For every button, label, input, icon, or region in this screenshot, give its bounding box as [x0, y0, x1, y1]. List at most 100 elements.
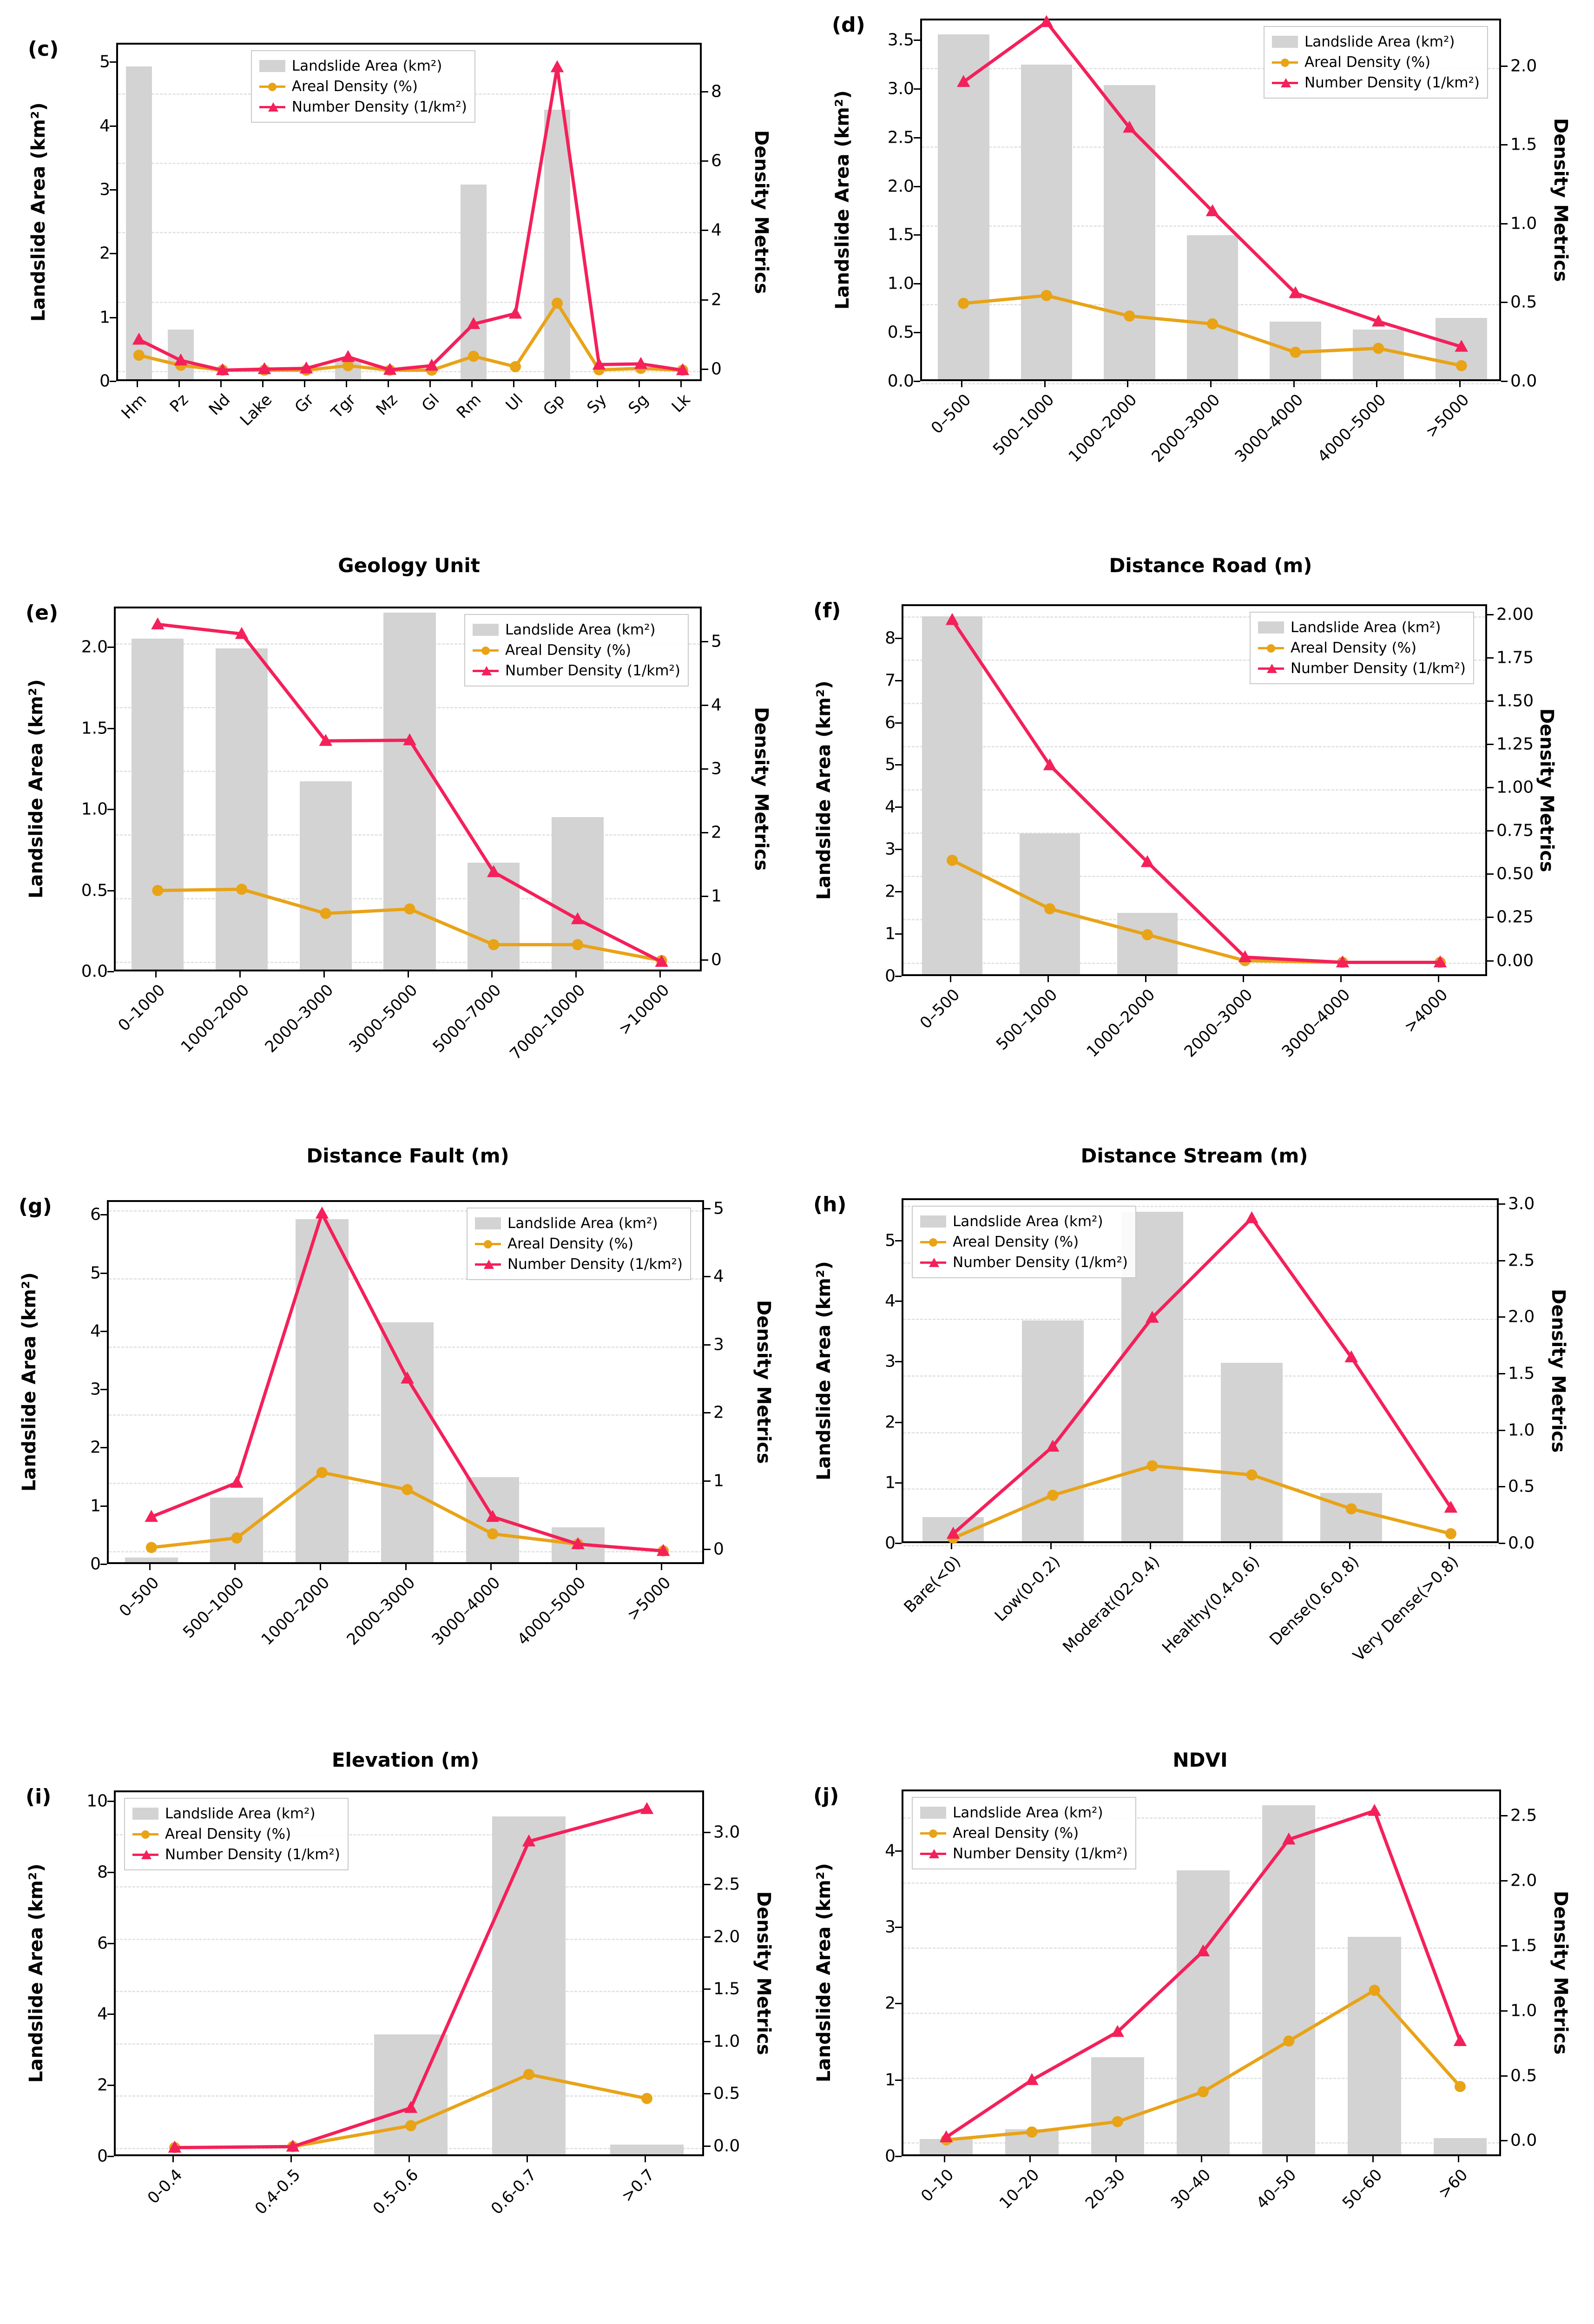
triangle-marker-icon — [483, 1260, 494, 1269]
bar — [126, 66, 152, 379]
legend-label: Landslide Area (km²) — [953, 1213, 1103, 1230]
y2-tick-label: 1.0 — [1508, 1420, 1535, 1440]
series-marker — [487, 1528, 499, 1540]
y2-tick-mark — [1487, 744, 1494, 746]
series-marker — [343, 360, 354, 371]
series-marker — [1371, 314, 1385, 327]
series-marker — [145, 1510, 158, 1522]
x-tick-mark — [408, 2156, 410, 2162]
x-tick-mark — [951, 1543, 953, 1549]
series-marker — [488, 939, 500, 951]
series-marker — [174, 353, 188, 366]
y2-tick-label: 1.75 — [1496, 648, 1534, 667]
legend-line-swatch — [920, 1236, 946, 1248]
chart-panel-j: (j) 0 1 2 3 4 0.0 0.5 1.0 1.5 2.0 2.5 Landslide Area… — [797, 1776, 1594, 2324]
series-line — [951, 619, 1440, 964]
y-tick-mark — [110, 317, 116, 318]
legend-label: Areal Density (%) — [505, 642, 632, 659]
y-axis-title: Landslide Area (km²) — [832, 90, 853, 310]
chart-legend: Landslide Area (km²) Areal Density (%) Num… — [912, 1797, 1137, 1870]
panel-letter: (i) — [26, 1785, 52, 1809]
y-tick-mark — [914, 234, 920, 236]
y2-axis-title: Density Metrics — [751, 707, 772, 871]
series-marker — [487, 865, 501, 877]
bar — [1021, 64, 1073, 379]
y-tick-mark — [895, 1361, 902, 1363]
x-tick-mark — [1029, 2156, 1031, 2162]
bar — [544, 110, 570, 379]
legend-label: Areal Density (%) — [165, 1826, 291, 1843]
y-tick-mark — [107, 647, 114, 648]
y-tick-mark — [100, 1564, 107, 1565]
series-marker — [1283, 2035, 1295, 2047]
x-tick-mark — [1047, 976, 1049, 982]
y2-tick-label: 2.5 — [1508, 1251, 1535, 1270]
series-marker — [1044, 903, 1055, 915]
gridline — [118, 232, 700, 234]
bar — [1117, 913, 1178, 974]
legend-label: Number Density (1/km²) — [1290, 660, 1466, 677]
y2-tick-label: 2.0 — [1510, 1871, 1537, 1890]
panel-letter: (d) — [832, 13, 865, 37]
bar — [461, 185, 487, 379]
y2-tick-mark — [1487, 873, 1494, 875]
legend-line-swatch — [1258, 662, 1284, 674]
y2-tick-label: 2 — [711, 290, 722, 310]
series-marker — [1433, 955, 1447, 968]
x-axis-title: NDVI — [1172, 1749, 1228, 1771]
y2-tick-mark — [702, 832, 708, 834]
chart-panel-f: (f) 0 1 2 3 4 5 6 7 8 0.00 0.25 0.50 0.75 1.00 1.25 1.50… — [797, 581, 1594, 1171]
y-tick-label: 5 — [885, 755, 896, 774]
y-tick-mark — [100, 1505, 107, 1507]
y-tick-label: 0.5 — [81, 881, 108, 900]
legend-line-swatch — [920, 1827, 946, 1839]
y-tick-label: 10 — [86, 1791, 108, 1811]
y2-tick-label: 2.5 — [713, 1875, 740, 1894]
y-tick-mark — [914, 185, 920, 187]
y2-tick-mark — [1499, 1429, 1505, 1431]
series-marker — [1142, 929, 1153, 940]
series-marker — [403, 733, 416, 746]
x-tick-mark — [1438, 976, 1439, 982]
y-tick-mark — [895, 1543, 902, 1544]
series-marker — [1146, 1460, 1158, 1472]
y-tick-label: 1 — [885, 1473, 896, 1492]
y2-tick-mark — [704, 1548, 711, 1550]
y2-tick-mark — [704, 2093, 711, 2095]
legend-label: Number Density (1/km²) — [165, 1846, 341, 1863]
legend-number-density: Number Density (1/km²) — [132, 1844, 340, 1865]
legend-landslide-area: Landslide Area (km²) — [259, 56, 467, 76]
y-tick-label: 3 — [885, 839, 896, 859]
circle-marker-icon — [141, 1830, 150, 1839]
x-axis-title: Distance Stream (m) — [1080, 1144, 1308, 1167]
y2-tick-mark — [1499, 1203, 1505, 1205]
y-tick-mark — [895, 722, 902, 724]
bar — [1221, 1362, 1283, 1541]
y-tick-mark — [110, 125, 116, 127]
legend-label: Areal Density (%) — [291, 78, 418, 95]
y2-tick-mark — [704, 1276, 711, 1278]
legend-bar-swatch — [132, 1808, 158, 1820]
circle-marker-icon — [929, 1238, 937, 1247]
series-overlay — [151, 617, 668, 967]
y2-tick-label: 3 — [713, 1335, 724, 1354]
series-marker — [1207, 318, 1218, 330]
legend-label: Areal Density (%) — [1290, 640, 1417, 657]
y2-tick-label: 0.25 — [1496, 907, 1534, 927]
legend-line-swatch — [920, 1256, 946, 1268]
series-marker — [315, 1206, 329, 1219]
x-tick-mark — [239, 971, 241, 977]
bar — [381, 1322, 434, 1562]
y2-tick-label: 4 — [713, 1267, 724, 1286]
series-overlay — [145, 1206, 670, 1557]
y-tick-mark — [107, 1871, 114, 1873]
series-marker — [405, 2120, 416, 2132]
series-marker — [1025, 2073, 1039, 2085]
gridline — [903, 1817, 1499, 1819]
y-tick-label: 2 — [99, 244, 110, 263]
bar — [1348, 1936, 1401, 2154]
y-tick-mark — [100, 1272, 107, 1274]
series-marker — [1238, 950, 1252, 963]
legend-areal-density: Areal Density (%) — [132, 1824, 340, 1844]
chart-panel-i: (i) 0 2 4 6 8 10 0.0 0.5 1.0 1.5 2.0 2.5 3.0 Landslide… — [0, 1776, 797, 2324]
